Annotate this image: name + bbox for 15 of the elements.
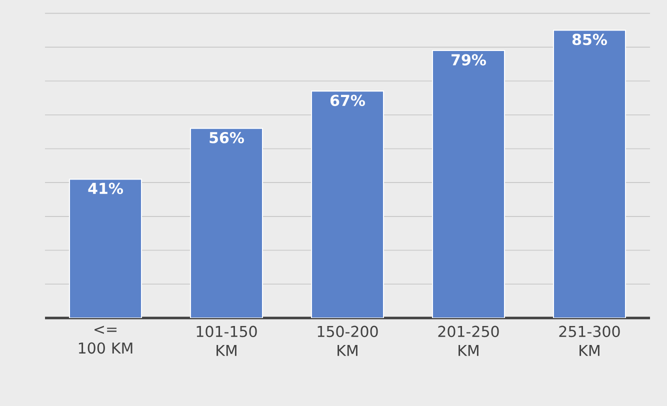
data-label: 67% bbox=[330, 94, 365, 106]
data-label: 79% bbox=[452, 54, 486, 66]
x-tick-label: 150-200 KM bbox=[318, 326, 378, 356]
x-tick-label: 201-250 KM bbox=[438, 326, 499, 356]
x-tick-label: 251-300 KM bbox=[559, 326, 620, 356]
x-tick-label: 101-150 KM bbox=[196, 326, 257, 356]
bar bbox=[432, 50, 505, 318]
bar bbox=[69, 178, 142, 318]
bar bbox=[190, 128, 263, 318]
bar bbox=[552, 30, 626, 318]
x-tick-label: <= 100 KM bbox=[78, 326, 132, 354]
data-label: 41% bbox=[88, 182, 123, 194]
data-label: 56% bbox=[210, 132, 244, 144]
data-label: 85% bbox=[572, 34, 607, 46]
bar bbox=[311, 90, 384, 318]
